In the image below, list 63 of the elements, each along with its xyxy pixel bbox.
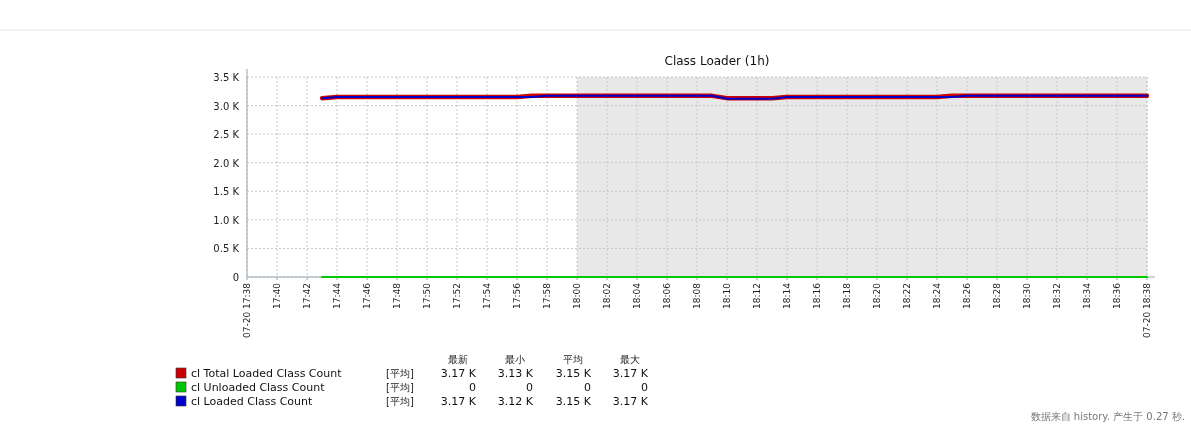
x-tick-label: 18:28 <box>992 282 1003 309</box>
x-tick-label: 17:52 <box>452 283 463 309</box>
text: 3.15 K <box>555 395 592 408</box>
text: 3.12 K <box>497 395 534 408</box>
text: [平均] <box>386 396 414 407</box>
text: 0 <box>469 381 476 394</box>
x-tick-label: 17:44 <box>332 282 342 309</box>
x-tick-label: 17:46 <box>362 282 373 309</box>
x-tick-label: 17:48 <box>392 282 403 309</box>
y-tick-label: 0 <box>232 272 239 283</box>
x-tick-label: 18:20 <box>872 282 882 309</box>
y-tick-label: 3.0 K <box>213 100 240 112</box>
x-tick-label: 18:32 <box>1052 283 1062 309</box>
y-tick-label: 1.0 K <box>213 214 240 226</box>
text: 3.15 K <box>555 367 592 380</box>
x-tick-label: 18:22 <box>902 283 913 309</box>
x-tick-label: 17:42 <box>302 283 313 309</box>
text: 0 <box>641 381 648 394</box>
x-tick-label: 18:04 <box>632 282 643 309</box>
x-tick-label: 18:08 <box>692 282 702 309</box>
text: 最大 <box>620 354 640 365</box>
text: 3.17 K <box>612 395 649 408</box>
x-tick-label: 18:34 <box>1082 282 1093 309</box>
text: 数据来自 history. 产生于 0.27 秒. <box>1030 411 1185 422</box>
x-tick-label: 18:16 <box>812 282 823 309</box>
text: 0 <box>584 381 591 394</box>
legend-label: cl Total Loaded Class Count <box>191 367 343 380</box>
text: 0 <box>526 381 533 394</box>
x-tick-label: 17:50 <box>422 282 432 309</box>
x-tick-label: 18:18 <box>842 282 853 309</box>
x-tick-label: 18:36 <box>1112 282 1123 309</box>
text: [平均] <box>386 382 414 393</box>
x-tick-label: 18:14 <box>782 282 792 309</box>
y-tick-label: 0.5 K <box>213 243 240 255</box>
y-tick-label: 3.5 K <box>213 72 240 83</box>
chart-title: Class Loader (1h) <box>664 54 770 68</box>
x-tick-label: 17:54 <box>482 282 493 309</box>
x-tick-label: 18:06 <box>662 282 673 309</box>
x-tick-label: 07-20 18:38 <box>1142 282 1152 338</box>
x-tick-label: 17:58 <box>542 282 553 309</box>
x-tick-label: 17:56 <box>512 282 522 309</box>
x-tick-label: 18:30 <box>1022 282 1033 309</box>
text: 3.17 K <box>440 367 477 380</box>
text: 最新 <box>448 354 468 365</box>
text: 3.17 K <box>612 367 649 380</box>
text: 3.13 K <box>497 367 534 380</box>
text: 最小 <box>505 354 525 365</box>
text: 平均 <box>563 354 583 365</box>
y-tick-label: 2.0 K <box>213 157 240 169</box>
x-tick-label: 17:40 <box>272 282 283 309</box>
y-tick-label: 1.5 K <box>213 186 240 198</box>
y-tick-label: 2.5 K <box>213 129 240 141</box>
text: 3.17 K <box>440 395 477 408</box>
x-tick-label: 07-20 17:38 <box>242 282 252 338</box>
x-tick-label: 18:26 <box>962 282 972 309</box>
legend-label: cl Unloaded Class Count <box>191 381 326 394</box>
x-tick-label: 18:12 <box>752 283 763 309</box>
x-tick-label: 18:24 <box>932 282 943 309</box>
x-tick-label: 18:00 <box>572 282 583 309</box>
text: [平均] <box>386 368 414 379</box>
x-tick-label: 18:02 <box>602 283 612 309</box>
legend-label: cl Loaded Class Count <box>191 395 314 408</box>
x-tick-label: 18:10 <box>722 282 733 309</box>
